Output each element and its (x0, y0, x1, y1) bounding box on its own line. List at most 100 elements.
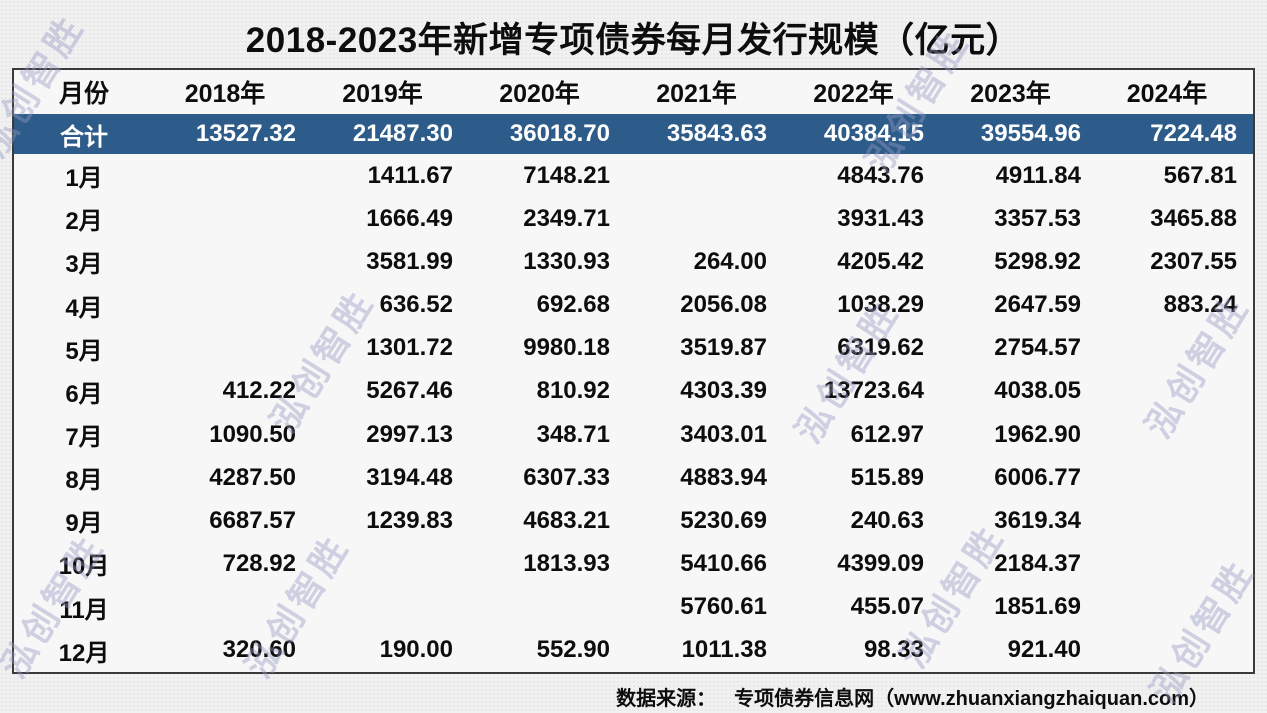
value-cell (154, 586, 312, 629)
table-header-row: 月份 2018年 2019年 2020年 2021年 2022年 2023年 2024年 (14, 70, 1253, 114)
value-cell: 1411.67 (367, 161, 453, 189)
value-cell: 2307.55 (1150, 247, 1237, 275)
value-cell: 4883.94 (680, 463, 767, 491)
value-cell: 567.81 (1163, 161, 1237, 189)
value-cell: 1301.72 (366, 334, 453, 362)
value-cell: 1330.93 (523, 247, 610, 275)
value-cell: 810.92 (536, 377, 610, 405)
bond-issuance-table-container: 月份 2018年 2019年 2020年 2021年 2022年 2023年 2024年 合计… (12, 68, 1255, 674)
total-value-cell: 35843.63 (666, 120, 767, 148)
value-cell: 2056.08 (680, 291, 767, 319)
month-cell: 10月 (58, 553, 110, 581)
year-column-header: 2020年 (499, 80, 580, 108)
year-column-header: 2023年 (970, 80, 1051, 108)
table-row: 3月 3581.99 1330.93 264.00 4205.42 5298.92 2307… (14, 240, 1253, 283)
year-column-header: 2022年 (813, 80, 894, 108)
value-cell: 2647.59 (994, 291, 1081, 319)
value-cell: 692.68 (536, 291, 610, 319)
value-cell: 3403.01 (680, 420, 767, 448)
value-cell (154, 284, 312, 327)
value-cell: 612.97 (850, 420, 924, 448)
value-cell (1097, 327, 1253, 370)
table-row: 12月 320.60 190.00 552.90 1011.38 98.33 921.40 (14, 629, 1253, 672)
value-cell: 5230.69 (680, 506, 767, 534)
value-cell: 190.00 (379, 636, 453, 664)
value-cell: 883.24 (1163, 291, 1237, 319)
value-cell: 412.22 (222, 377, 296, 405)
value-cell (1097, 499, 1253, 542)
value-cell: 3194.48 (366, 463, 453, 491)
value-cell (312, 542, 469, 585)
table-row: 1月 1411.67 7148.21 4843.76 4911.84 567.81 (14, 154, 1253, 197)
value-cell: 1038.29 (837, 291, 924, 319)
total-value-cell: 40384.15 (823, 120, 924, 148)
value-cell: 1239.83 (366, 506, 453, 534)
value-cell: 4205.42 (837, 247, 924, 275)
month-cell: 2月 (65, 208, 103, 236)
value-cell: 320.60 (222, 636, 296, 664)
value-cell: 6307.33 (523, 463, 610, 491)
month-cell: 12月 (58, 639, 110, 667)
value-cell: 4038.05 (994, 377, 1081, 405)
value-cell: 240.63 (850, 506, 924, 534)
month-cell: 3月 (65, 251, 103, 279)
value-cell: 3357.53 (994, 204, 1081, 232)
value-cell: 4683.21 (523, 506, 610, 534)
value-cell: 5267.46 (366, 377, 453, 405)
month-cell: 8月 (65, 467, 103, 495)
value-cell: 1090.50 (209, 420, 296, 448)
total-value-cell: 13527.32 (195, 120, 296, 148)
table-row: 7月 1090.50 2997.13 348.71 3403.01 612.97 1962.… (14, 413, 1253, 456)
year-column-header: 2019年 (342, 80, 423, 108)
table-row: 6月 412.22 5267.46 810.92 4303.39 13723.64 4038… (14, 370, 1253, 413)
total-row: 合计 13527.32 21487.30 36018.70 35843.63 40384.… (14, 114, 1253, 155)
value-cell (154, 154, 312, 197)
data-source-text: 专项债券信息网（www.zhuanxiangzhaiquan.com） (734, 688, 1209, 710)
value-cell: 5760.61 (680, 593, 767, 621)
value-cell (1097, 629, 1253, 672)
value-cell: 348.71 (536, 420, 610, 448)
value-cell: 3519.87 (680, 334, 767, 362)
value-cell: 4843.76 (837, 161, 924, 189)
value-cell (1097, 586, 1253, 629)
value-cell: 3581.99 (366, 247, 453, 275)
data-source-footer: 数据来源： 专项债券信息网（www.zhuanxiangzhaiquan.com） (0, 682, 1267, 711)
page-title: 2018-2023年新增专项债券每月发行规模（亿元） (245, 21, 1022, 60)
bond-issuance-table: 月份 2018年 2019年 2020年 2021年 2022年 2023年 2024年 合计… (14, 70, 1253, 672)
value-cell (154, 240, 312, 283)
value-cell (626, 197, 783, 240)
header-row: 月份 2018年 2019年 2020年 2021年 2022年 2023年 2024年 (14, 70, 1253, 114)
value-cell: 2997.13 (366, 420, 453, 448)
value-cell: 4287.50 (209, 463, 296, 491)
value-cell (626, 154, 783, 197)
data-source-label: 数据来源： (616, 688, 717, 710)
value-cell: 1011.38 (681, 636, 767, 664)
month-cell: 6月 (65, 380, 103, 408)
value-cell: 3619.34 (994, 506, 1081, 534)
value-cell: 4911.84 (995, 161, 1081, 189)
value-cell: 6319.62 (837, 334, 924, 362)
value-cell: 3465.88 (1150, 204, 1237, 232)
month-cell: 1月 (65, 165, 103, 193)
table-row: 8月 4287.50 3194.48 6307.33 4883.94 515.89 6006… (14, 456, 1253, 499)
value-cell: 921.40 (1007, 636, 1081, 664)
year-column-header: 2021年 (656, 80, 737, 108)
month-cell: 7月 (65, 424, 103, 452)
month-cell: 9月 (65, 510, 103, 538)
value-cell: 13723.64 (823, 377, 924, 405)
table-row: 4月 636.52 692.68 2056.08 1038.29 2647.59 883.2… (14, 284, 1253, 327)
value-cell: 1962.90 (994, 420, 1081, 448)
value-cell (1097, 370, 1253, 413)
value-cell: 4399.09 (837, 549, 924, 577)
value-cell: 636.52 (379, 291, 453, 319)
value-cell: 98.33 (863, 636, 924, 664)
value-cell: 6687.57 (209, 506, 296, 534)
value-cell: 7148.21 (523, 161, 610, 189)
value-cell (469, 586, 626, 629)
value-cell: 1851.69 (994, 593, 1081, 621)
table-row: 9月 6687.57 1239.83 4683.21 5230.69 240.63 3619… (14, 499, 1253, 542)
value-cell: 1813.93 (523, 549, 610, 577)
month-cell: 11月 (59, 596, 109, 624)
table-row: 11月 5760.61 455.07 1851.69 (14, 586, 1253, 629)
table-row: 2月 1666.49 2349.71 3931.43 3357.53 3465.88 (14, 197, 1253, 240)
